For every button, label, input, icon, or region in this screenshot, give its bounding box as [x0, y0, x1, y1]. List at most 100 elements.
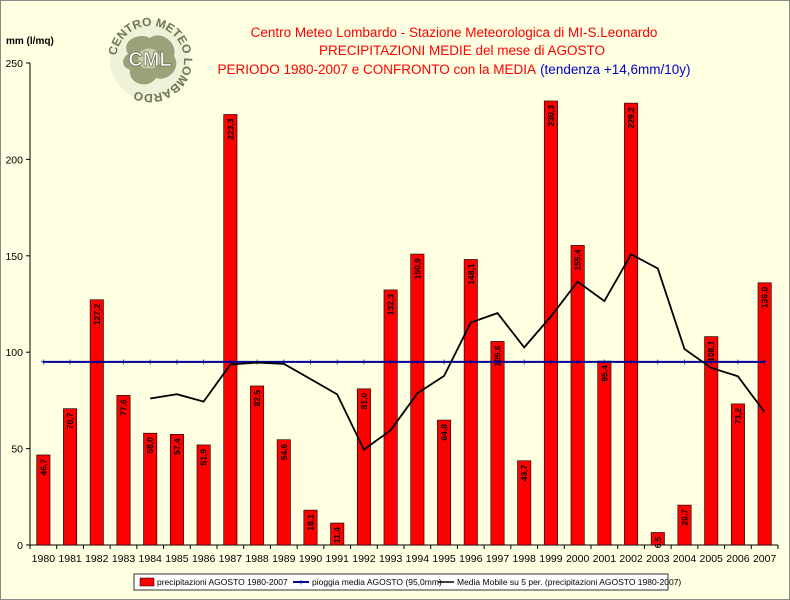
bar: [624, 102, 639, 546]
bar: [437, 419, 452, 546]
bar-value-label: 54,6: [279, 443, 289, 460]
chart-trend-note: (tendenza +14,6mm/10y): [540, 62, 690, 77]
y-tick-label: 100: [5, 347, 23, 359]
bar: [410, 253, 425, 546]
bar: [517, 460, 532, 546]
mean-line-marker: +: [174, 357, 180, 368]
x-tick-label: 2007: [753, 553, 777, 565]
bar-value-label: 105,6: [493, 345, 503, 367]
moving-average-line: [150, 253, 766, 451]
mean-line-marker: +: [67, 357, 73, 368]
y-tick-label: 0: [17, 540, 23, 552]
bar: [276, 439, 291, 546]
bar: [89, 299, 104, 546]
mean-line-marker: +: [147, 357, 153, 368]
x-tick-label: 1989: [272, 553, 296, 565]
mean-line-marker: +: [94, 357, 100, 368]
mean-line-marker: +: [575, 357, 581, 368]
bar: [730, 403, 745, 546]
mean-line-marker: +: [361, 357, 367, 368]
legend-box: [133, 573, 669, 591]
x-tick-label: 1982: [85, 553, 109, 565]
x-tick-label: 1997: [486, 553, 510, 565]
bar: [196, 444, 211, 546]
x-tick-label: 2006: [726, 553, 750, 565]
bar-value-label: 57,4: [172, 438, 182, 455]
bar-value-label: 20,7: [680, 509, 690, 526]
bar: [704, 336, 719, 546]
bar: [383, 289, 398, 546]
x-tick-label: 1990: [299, 553, 323, 565]
x-tick-label: 1994: [406, 553, 430, 565]
x-tick-label: 2004: [673, 553, 697, 565]
mean-line-marker: +: [468, 357, 474, 368]
legend-label-moving-average: Media Mobile su 5 per. (precipitazioni A…: [457, 577, 681, 587]
mean-line-marker: +: [40, 357, 46, 368]
x-tick-label: 1981: [58, 553, 82, 565]
mean-line-marker: +: [334, 357, 340, 368]
mean-line-marker: +: [281, 357, 287, 368]
bar-value-label: 46,7: [38, 459, 48, 476]
x-tick-label: 1986: [192, 553, 216, 565]
x-tick-label: 1992: [352, 553, 376, 565]
legend-label-mean: pioggia media AGOSTO (95,0mm): [312, 577, 442, 587]
mean-line-marker: +: [121, 357, 127, 368]
bar: [597, 360, 612, 546]
bar-value-label: 132,3: [386, 294, 396, 316]
bar: [143, 432, 158, 546]
bar-value-label: 77,6: [119, 399, 129, 416]
mean-line-marker: +: [628, 357, 634, 368]
x-tick-label: 1993: [379, 553, 403, 565]
bar-value-label: 81,0: [359, 393, 369, 410]
bar: [757, 282, 772, 546]
x-tick-label: 1980: [32, 553, 56, 565]
chart-title-line-1: Centro Meteo Lombardo - Stazione Meteoro…: [251, 25, 658, 40]
bar-value-label: 229,2: [626, 107, 636, 129]
bar: [223, 114, 238, 546]
bar-value-label: 11,4: [332, 527, 342, 543]
bar: [63, 408, 78, 546]
legend-swatch-mean-marker: +: [298, 578, 303, 588]
y-tick-label: 50: [11, 444, 23, 456]
chart-title-line-2: PRECIPITAZIONI MEDIE del mese di AGOSTO: [319, 43, 605, 58]
mean-line-marker: +: [227, 357, 233, 368]
x-tick-label: 2001: [593, 553, 617, 565]
bar-value-label: 223,3: [225, 118, 235, 140]
x-tick-label: 2005: [700, 553, 724, 565]
bar: [490, 341, 505, 546]
bar: [650, 532, 665, 546]
bar-value-label: 82,5: [252, 390, 262, 407]
bar-value-label: 73,2: [733, 408, 743, 425]
mean-line-marker: +: [414, 357, 420, 368]
mean-line-marker: +: [388, 357, 394, 368]
mean-line-marker: +: [601, 357, 607, 368]
mean-line-marker: +: [735, 357, 741, 368]
bar-value-label: 155,4: [573, 249, 583, 271]
bar: [36, 454, 51, 546]
bar-value-label: 64,8: [439, 424, 449, 441]
x-tick-label: 1988: [245, 553, 269, 565]
bar: [463, 259, 478, 546]
bar-value-label: 51,9: [199, 449, 209, 466]
bar: [169, 434, 184, 546]
x-tick-label: 1984: [139, 553, 163, 565]
bar: [330, 522, 345, 546]
bar: [116, 395, 131, 546]
x-tick-label: 1983: [112, 553, 136, 565]
y-tick-label: 150: [5, 251, 23, 263]
mean-line-marker: +: [655, 357, 661, 368]
logo-center-text: CML: [128, 49, 171, 71]
mean-line-marker: +: [521, 357, 527, 368]
bar-value-label: 43,7: [519, 464, 529, 481]
mean-line-marker: +: [762, 357, 768, 368]
bar: [356, 388, 371, 546]
bar-value-label: 6,5: [653, 536, 663, 548]
bar-value-label: 70,7: [65, 412, 75, 429]
bar-value-label: 18,1: [306, 514, 316, 531]
bar-value-label: 127,2: [92, 303, 102, 325]
cml-logo: CML CENTRO METEO LOMBARDO: [105, 15, 195, 105]
bar-value-label: 150,9: [412, 258, 422, 280]
mean-line-marker: +: [548, 357, 554, 368]
mean-line-marker: +: [708, 357, 714, 368]
bar: [303, 509, 318, 546]
